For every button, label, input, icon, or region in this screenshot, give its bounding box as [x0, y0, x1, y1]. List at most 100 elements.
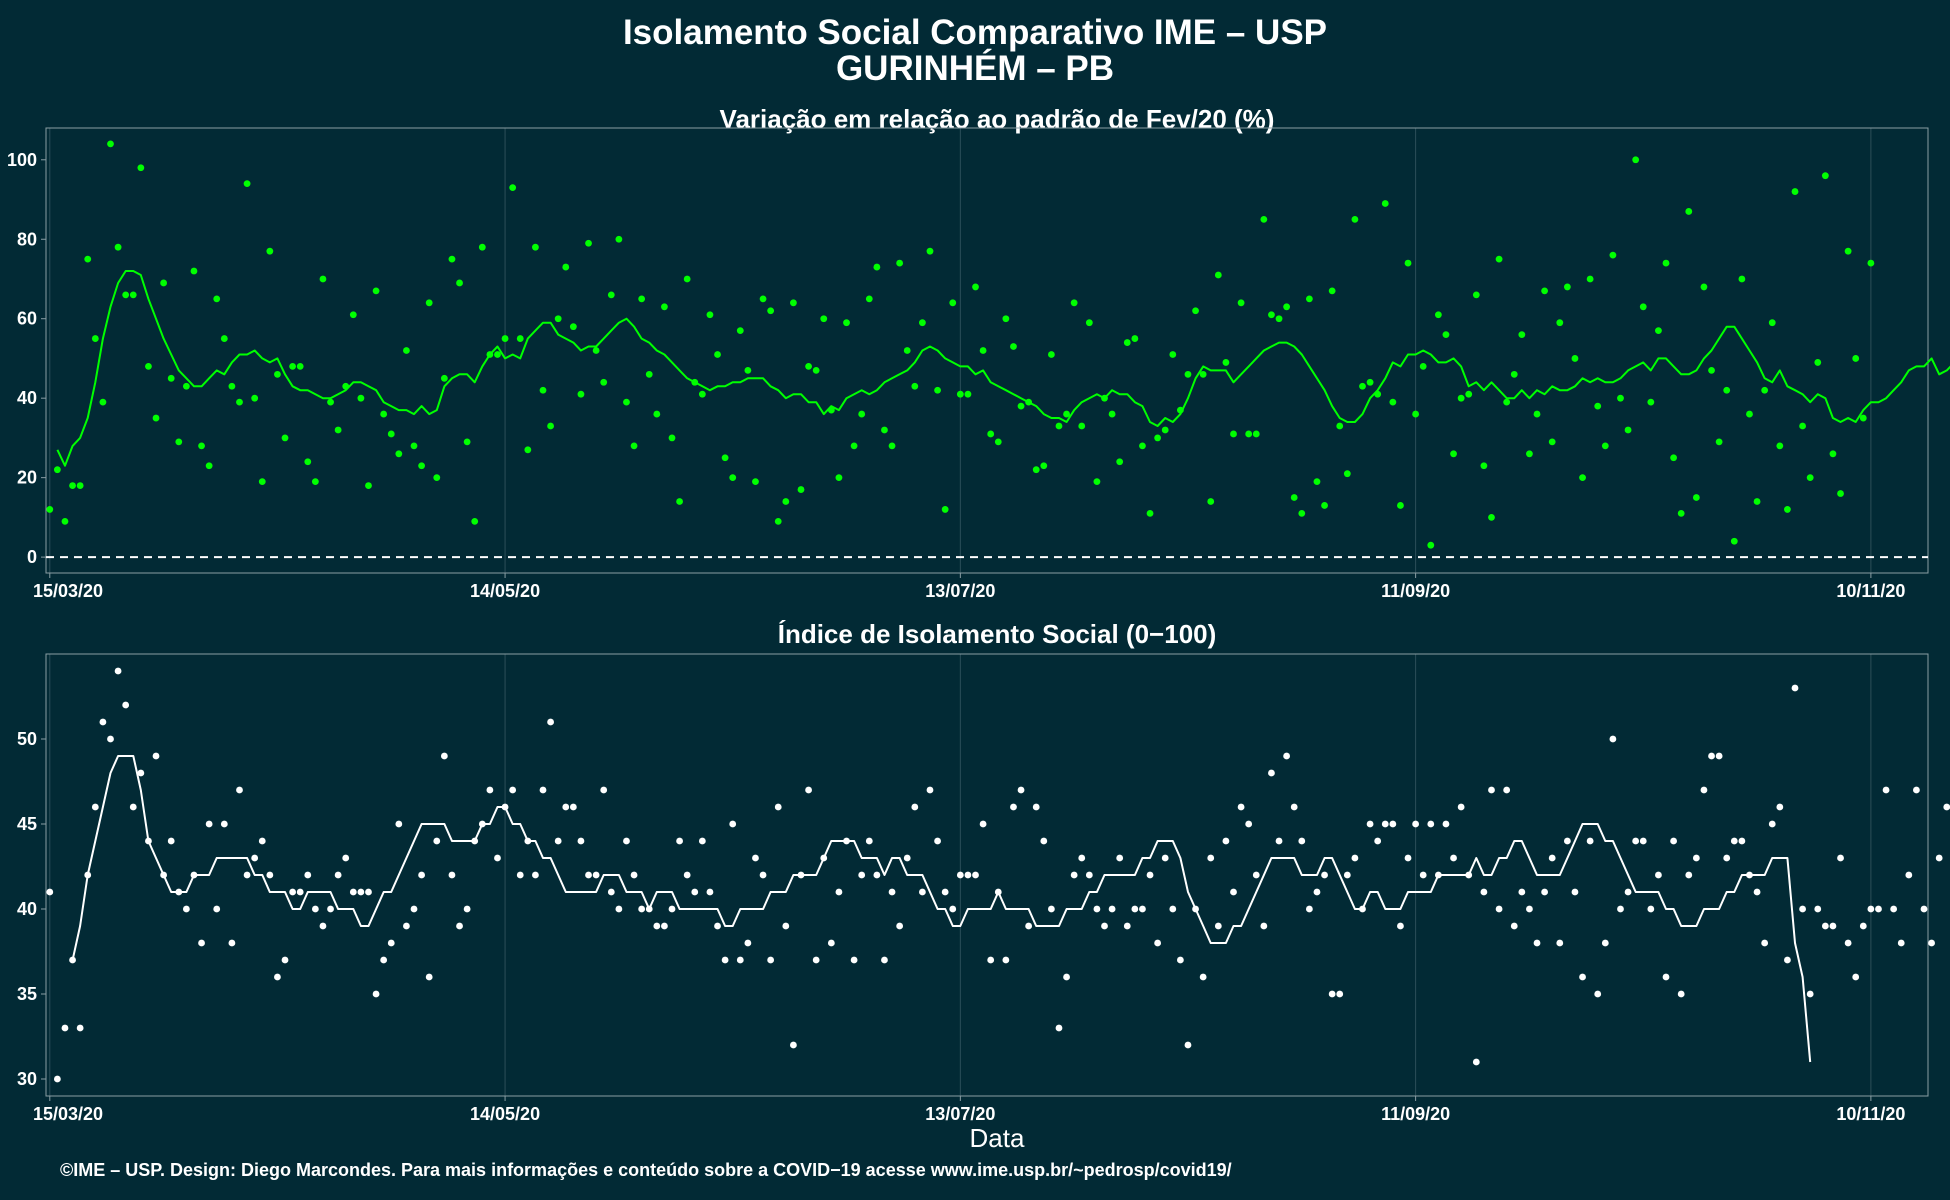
- data-point: [1746, 410, 1753, 418]
- data-point: [1791, 684, 1799, 692]
- data-point: [1920, 905, 1928, 913]
- data-point: [114, 243, 122, 251]
- data-point: [1852, 973, 1860, 981]
- data-point: [1526, 450, 1533, 458]
- data-point: [524, 446, 532, 454]
- data-point: [1230, 430, 1237, 438]
- data-point: [243, 180, 251, 188]
- data-point: [767, 307, 775, 315]
- data-point: [1867, 259, 1875, 267]
- data-point: [403, 347, 410, 354]
- data-point: [167, 837, 175, 845]
- data-point: [1116, 458, 1124, 466]
- data-point: [319, 922, 327, 930]
- data-point: [1047, 351, 1055, 358]
- data-point: [1784, 506, 1791, 513]
- data-point: [1192, 307, 1199, 315]
- data-point: [1116, 854, 1124, 862]
- panel-1-title: Índice de Isolamento Social (0−100): [778, 619, 1217, 649]
- data-point: [539, 786, 547, 794]
- data-point: [554, 837, 562, 845]
- data-point: [820, 315, 828, 323]
- data-point: [198, 939, 205, 947]
- data-point: [941, 888, 949, 896]
- data-point: [752, 478, 759, 486]
- data-point: [274, 973, 281, 981]
- data-point: [881, 956, 888, 964]
- data-point: [410, 442, 418, 450]
- data-point: [1397, 922, 1404, 930]
- data-point: [843, 319, 850, 327]
- data-point: [1268, 311, 1275, 319]
- data-point: [896, 259, 904, 267]
- data-point: [1776, 442, 1784, 450]
- data-point: [956, 871, 964, 879]
- data-point: [903, 854, 911, 862]
- data-point: [152, 752, 160, 760]
- data-point: [676, 498, 683, 505]
- y-tick-label: 35: [17, 984, 37, 1004]
- data-point: [1070, 299, 1078, 307]
- data-point: [1040, 462, 1048, 470]
- data-point: [752, 854, 759, 862]
- data-point: [1548, 438, 1556, 446]
- data-point: [888, 888, 896, 896]
- data-point: [243, 871, 251, 879]
- data-point: [1882, 786, 1890, 794]
- data-point: [137, 164, 145, 172]
- data-point: [1601, 939, 1609, 947]
- data-point: [319, 275, 327, 283]
- data-point: [1359, 382, 1366, 390]
- data-point: [1275, 837, 1283, 845]
- data-point: [1852, 355, 1860, 362]
- x-tick-label: 10/11/20: [1836, 581, 1905, 601]
- data-point: [729, 474, 737, 482]
- data-point: [1875, 905, 1882, 913]
- data-point: [1184, 1041, 1192, 1049]
- data-point: [949, 299, 957, 307]
- data-point: [1632, 156, 1640, 164]
- data-point: [585, 239, 592, 247]
- x-tick-label: 13/07/20: [925, 581, 995, 601]
- data-point: [554, 315, 562, 323]
- data-point: [1442, 331, 1450, 339]
- data-point: [1859, 922, 1867, 930]
- data-point: [258, 837, 266, 845]
- data-point: [1131, 905, 1139, 913]
- data-point: [1313, 888, 1321, 896]
- data-point: [1548, 854, 1556, 862]
- data-point: [296, 888, 304, 896]
- y-tick-label: 40: [17, 899, 37, 919]
- data-point: [1101, 922, 1108, 930]
- x-tick-label: 11/09/20: [1381, 581, 1450, 601]
- data-point: [1351, 854, 1359, 862]
- y-tick-label: 45: [17, 814, 37, 834]
- data-point: [987, 956, 995, 964]
- x-tick-label: 15/03/20: [33, 581, 103, 601]
- data-point: [509, 786, 517, 794]
- data-point: [509, 184, 517, 191]
- data-point: [1085, 319, 1093, 327]
- data-point: [1298, 510, 1306, 517]
- data-point: [478, 243, 486, 251]
- data-point: [919, 888, 926, 896]
- data-point: [1784, 956, 1791, 964]
- data-point: [676, 837, 683, 845]
- data-point: [1821, 922, 1829, 930]
- data-point: [865, 295, 873, 303]
- data-point: [433, 474, 441, 482]
- data-point: [1837, 490, 1844, 497]
- data-point: [1670, 837, 1677, 845]
- data-point: [1078, 422, 1086, 430]
- data-point: [1290, 494, 1298, 501]
- data-point: [653, 410, 661, 418]
- data-point: [1002, 315, 1010, 323]
- data-point: [349, 311, 357, 319]
- data-point: [797, 486, 805, 493]
- data-point: [1169, 905, 1177, 913]
- data-point: [934, 386, 941, 394]
- data-point: [577, 837, 585, 845]
- data-point: [1715, 438, 1723, 446]
- data-point: [1465, 390, 1473, 398]
- data-point: [1708, 366, 1715, 374]
